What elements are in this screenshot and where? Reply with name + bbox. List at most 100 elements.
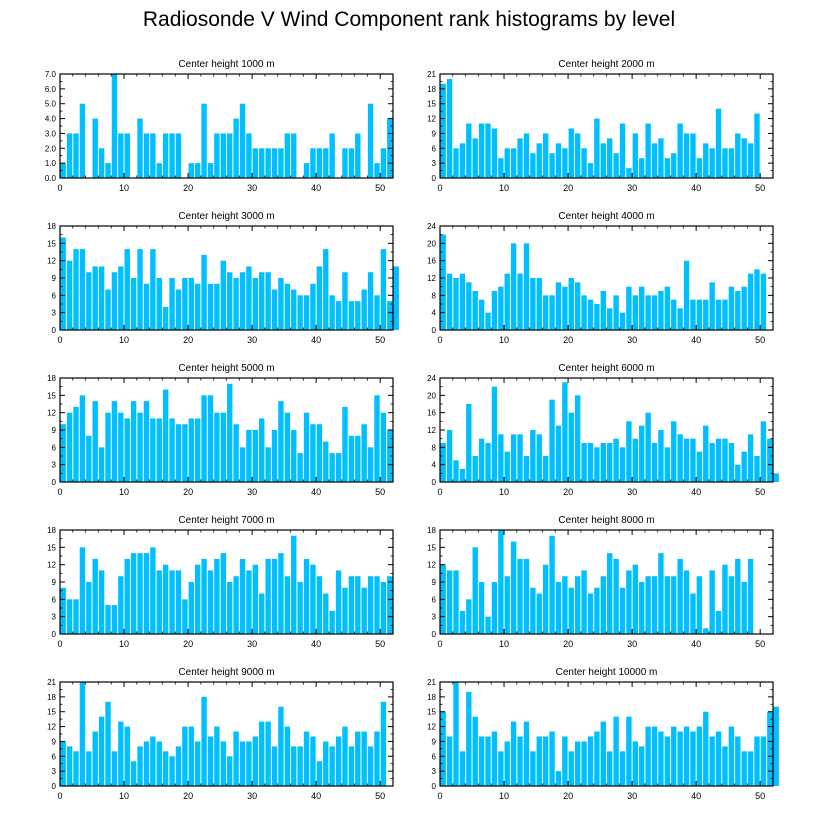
bar xyxy=(607,751,613,786)
bar xyxy=(741,451,747,482)
bar xyxy=(207,283,214,330)
y-tick-label: 18 xyxy=(47,222,56,231)
bar xyxy=(182,726,188,786)
bar xyxy=(619,587,626,634)
bar xyxy=(150,547,156,634)
bar xyxy=(156,418,162,482)
bar xyxy=(214,558,220,634)
bar xyxy=(323,249,329,330)
x-tick-label: 30 xyxy=(627,791,637,801)
bar xyxy=(278,553,284,634)
bar xyxy=(466,282,472,330)
bar xyxy=(259,418,265,482)
bar xyxy=(303,731,310,786)
y-tick-label: 12 xyxy=(427,723,436,732)
x-tick-label: 40 xyxy=(311,791,321,801)
x-tick-label: 30 xyxy=(247,791,257,801)
bar xyxy=(348,435,355,482)
y-tick-label: 6 xyxy=(52,443,57,452)
y-tick-label: 0 xyxy=(432,782,437,791)
bar xyxy=(284,283,291,330)
bar xyxy=(143,283,150,330)
bar xyxy=(530,153,536,178)
bar xyxy=(111,272,118,330)
bar xyxy=(265,447,271,482)
bar xyxy=(581,295,587,330)
bar xyxy=(536,278,542,330)
bar xyxy=(380,249,387,330)
bar xyxy=(335,570,342,634)
bar xyxy=(220,133,226,178)
bar xyxy=(478,299,485,330)
bar xyxy=(278,148,284,178)
bar xyxy=(374,163,380,178)
bar xyxy=(677,308,683,330)
bar xyxy=(246,570,252,634)
y-tick-label: 15 xyxy=(427,708,436,717)
bar xyxy=(156,278,162,330)
bar xyxy=(118,266,124,330)
y-tick-label: 3 xyxy=(52,613,57,622)
bar xyxy=(169,133,175,178)
bar xyxy=(188,418,194,482)
bar xyxy=(124,249,130,330)
bar xyxy=(220,741,226,786)
bar xyxy=(374,395,380,482)
y-tick-label: 15 xyxy=(47,708,56,717)
bar xyxy=(329,746,335,786)
bar xyxy=(735,133,741,178)
bar xyxy=(626,286,632,330)
bar xyxy=(677,123,683,178)
bar xyxy=(651,576,658,634)
bar xyxy=(639,746,645,786)
panel-title: Center height 1000 m xyxy=(178,59,274,70)
bar xyxy=(542,133,549,178)
bar xyxy=(329,453,335,482)
y-tick-label: 3 xyxy=(52,461,57,470)
bar xyxy=(453,570,459,634)
bar xyxy=(510,434,517,482)
y-tick-label: 9 xyxy=(52,737,57,746)
bar xyxy=(316,424,323,482)
y-tick-label: 24 xyxy=(427,222,436,231)
y-tick-label: 0 xyxy=(52,326,57,335)
bar xyxy=(118,721,124,786)
bar xyxy=(594,731,600,786)
x-tick-label: 20 xyxy=(183,639,193,649)
bar xyxy=(703,143,709,178)
bar xyxy=(741,286,747,330)
bar xyxy=(367,103,374,178)
bar xyxy=(645,295,651,330)
bar xyxy=(310,283,316,330)
y-tick-label: 3 xyxy=(52,309,57,318)
y-tick-label: 18 xyxy=(427,85,436,94)
bar xyxy=(79,682,86,786)
panel-6: Center height 6000 m 0 10 20 30 40 50 0 4 8 12 16 20… xyxy=(427,363,779,497)
bar xyxy=(645,726,651,786)
bar xyxy=(722,148,728,178)
bar xyxy=(504,451,510,482)
bar xyxy=(639,286,645,330)
bar xyxy=(536,143,542,178)
bar xyxy=(466,404,472,482)
bar xyxy=(323,741,329,786)
bar xyxy=(367,576,374,634)
bar xyxy=(150,736,156,786)
bar xyxy=(60,741,66,786)
panel-title: Center height 8000 m xyxy=(558,515,654,526)
y-tick-label: 15 xyxy=(47,391,56,400)
bar xyxy=(466,123,472,178)
x-tick-label: 10 xyxy=(119,791,129,801)
bar xyxy=(297,582,303,634)
bar xyxy=(265,721,271,786)
x-tick-label: 40 xyxy=(311,487,321,497)
bar xyxy=(79,547,86,634)
bar xyxy=(542,736,549,786)
panel-3: Center height 3000 m 0 10 20 30 40 50 0 3 6 9 12 15 1… xyxy=(47,211,399,345)
x-tick-label: 40 xyxy=(691,639,701,649)
y-tick-label: 3 xyxy=(432,159,437,168)
bar xyxy=(747,434,754,482)
bar xyxy=(446,273,453,330)
bar xyxy=(562,148,568,178)
bar xyxy=(581,148,587,178)
